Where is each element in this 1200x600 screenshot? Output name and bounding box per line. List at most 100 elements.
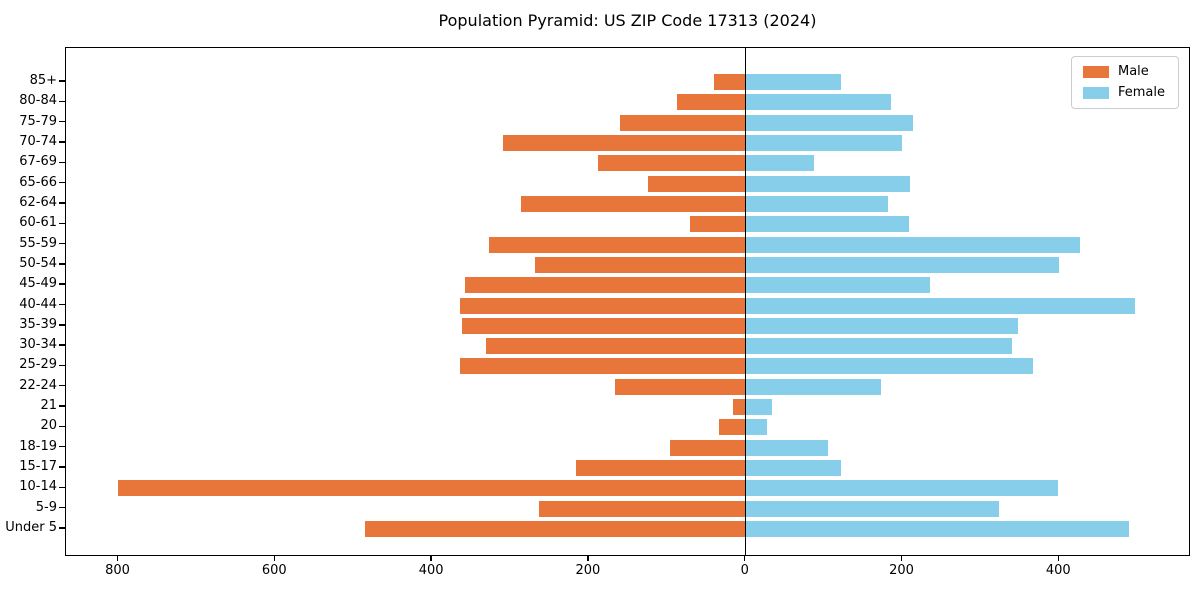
y-tick-mark [59,263,65,265]
female-bar [745,175,911,192]
x-tick-mark [587,555,589,561]
y-tick-mark [59,425,65,428]
male-bar [486,338,746,355]
chart-title: Population Pyramid: US ZIP Code 17313 (2… [438,11,817,30]
plot-area: Male Female [65,47,1190,556]
female-bar [745,419,767,436]
legend-item-female: Female [1082,85,1165,100]
y-tick-label: 22-24 [19,377,57,393]
male-bar [620,114,746,131]
y-tick-label: 45-49 [19,276,57,292]
y-tick-mark [59,242,65,245]
y-tick-label: 50-54 [19,255,57,271]
female-bar [745,460,841,477]
y-tick-label: 20 [40,418,57,434]
y-tick-label: 10-14 [19,479,57,495]
male-bar [719,419,746,436]
y-tick-label: 5-9 [35,499,57,515]
male-bar [714,74,746,90]
y-tick-label: 65-66 [19,174,57,190]
y-tick-label: 25-29 [19,357,57,373]
x-tick-label: 800 [105,563,130,578]
male-bar [647,175,746,192]
legend-label-male: Male [1117,64,1149,79]
male-bar [365,521,746,537]
y-tick-mark [59,303,65,306]
female-bar [745,338,1013,355]
y-tick-mark [59,405,65,407]
male-bar [690,216,746,233]
female-bar [745,155,814,172]
y-tick-mark [59,466,65,468]
male-bar [677,94,746,111]
y-tick-mark [59,181,65,184]
y-tick-mark [59,120,65,123]
female-bar [745,500,999,517]
x-tick-mark [744,555,746,561]
female-bar [745,358,1033,375]
y-tick-mark [59,222,65,224]
female-bar [745,317,1018,334]
y-tick-label: 80-84 [19,93,57,109]
y-tick-mark [59,202,65,204]
x-tick-label: 400 [418,563,444,578]
male-bar [576,460,746,477]
y-tick-label: 35-39 [19,316,57,332]
male-bar [520,195,746,212]
male-bar [670,439,746,456]
y-tick-label: 15-17 [19,459,57,475]
y-tick-label: 67-69 [19,154,57,170]
y-tick-mark [59,344,65,346]
female-bar [745,439,829,456]
y-tick-label: 62-64 [19,194,57,210]
legend-label-female: Female [1117,85,1165,100]
x-tick-label: 0 [740,563,749,578]
y-tick-label: 18-19 [19,438,57,454]
male-bar [489,236,746,253]
female-bar [745,94,891,111]
x-tick-mark [116,555,119,561]
female-bar [745,236,1080,253]
y-tick-mark [59,486,65,489]
male-bar [503,134,746,151]
male-bar [597,155,746,172]
male-bar [460,297,746,314]
male-swatch-icon [1082,66,1109,78]
female-bar [745,114,914,131]
y-tick-label: 30-34 [19,337,57,353]
female-bar [745,195,888,212]
male-bar [538,500,746,517]
y-tick-label: 60-61 [19,215,57,231]
female-bar [745,521,1130,537]
legend-item-male: Male [1082,64,1165,79]
y-tick-label: 21 [40,398,57,414]
y-tick-mark [59,141,65,143]
female-bar [745,74,842,90]
male-bar [465,277,746,294]
y-tick-mark [59,506,65,509]
y-tick-mark [59,324,65,326]
y-tick-label: 70-74 [19,133,57,149]
y-tick-mark [59,100,65,102]
y-tick-label: Under 5 [5,520,57,535]
y-tick-mark [59,385,65,387]
y-tick-mark [59,80,65,82]
female-bar [745,134,902,151]
zero-axis-line [744,48,747,555]
legend: Male Female [1070,56,1179,109]
female-bar [745,378,882,395]
male-bar [733,399,746,416]
x-tick-label: 200 [889,563,914,578]
male-bar [117,480,746,497]
female-bar [745,399,772,416]
female-bar [745,256,1059,273]
x-tick-label: 200 [575,563,601,578]
y-tick-label: 85+ [29,73,57,88]
y-tick-label: 75-79 [19,113,57,129]
male-bar [461,317,746,334]
male-bar [459,358,746,375]
x-tick-mark [273,555,275,561]
male-bar [534,256,746,273]
male-bar [614,378,746,395]
